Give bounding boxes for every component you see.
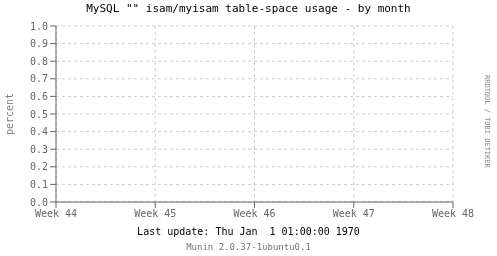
- svg-text:0.2: 0.2: [30, 161, 48, 172]
- html-text:MySQL "" isam/myisam table-spa: MySQL "" isam/myisam table-space usage -…: [86, 2, 411, 15]
- svg-text:0.8: 0.8: [30, 56, 48, 67]
- svg-text:Week 44: Week 44: [35, 208, 77, 219]
- html-text:RRDTOOL / TOBI OETIKER: RRDTOOL / TOBI OETIKER: [483, 74, 491, 168]
- svg-text:0.7: 0.7: [30, 73, 48, 84]
- svg-text:Week 48: Week 48: [432, 208, 474, 219]
- svg-text:0.4: 0.4: [30, 126, 48, 137]
- svg-text:percent: percent: [8, 93, 15, 135]
- svg-text:Week 45: Week 45: [134, 208, 176, 219]
- html-text:Munin 2.0.37-1ubuntu0.1: Munin 2.0.37-1ubuntu0.1: [186, 242, 311, 252]
- svg-text:Week 46: Week 46: [233, 208, 275, 219]
- svg-text:1.0: 1.0: [30, 21, 48, 32]
- svg-text:0.0: 0.0: [30, 197, 48, 208]
- svg-text:0.1: 0.1: [30, 179, 48, 190]
- html-text:Last update: Thu Jan 1 01:00:0: Last update: Thu Jan 1 01:00:00 1970: [137, 226, 360, 237]
- svg-text:Week 47: Week 47: [333, 208, 375, 219]
- svg-text:0.9: 0.9: [30, 38, 48, 49]
- svg-text:0.6: 0.6: [30, 91, 48, 102]
- svg-text:0.3: 0.3: [30, 144, 48, 155]
- svg-text:0.5: 0.5: [30, 109, 48, 120]
